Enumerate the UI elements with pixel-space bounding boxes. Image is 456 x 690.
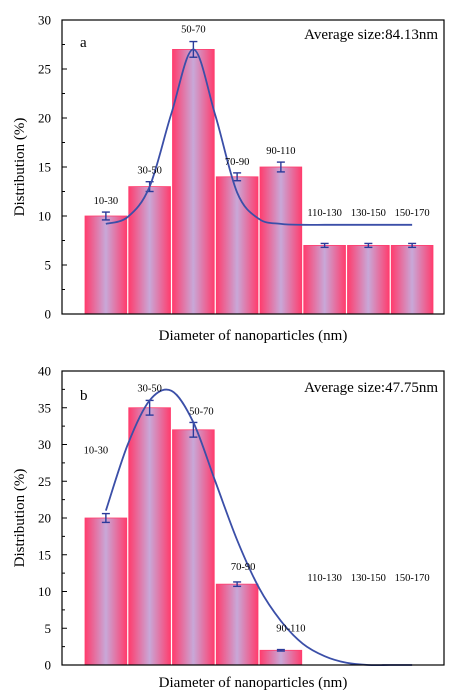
panel-letter: b <box>80 388 88 404</box>
bar-label-110-130: 110-130 <box>307 573 342 584</box>
y-tick-label: 30 <box>38 13 51 28</box>
chart-panel-b: 10-30 30-50 50-70 70-90 90-110 110-130 130-150… <box>12 364 445 690</box>
bar-label-70-90: 70-90 <box>231 562 256 573</box>
x-axis-title: Diameter of nanoparticles (nm) <box>159 328 348 344</box>
bar-70-90 <box>215 583 259 666</box>
y-tick-label: 10 <box>38 584 51 599</box>
y-tick-label: 0 <box>45 307 52 322</box>
bar-label-10-30: 10-30 <box>84 446 109 457</box>
y-tick-label: 25 <box>38 474 51 489</box>
bar-label-70-90: 70-90 <box>225 157 250 168</box>
y-tick-label: 30 <box>38 437 51 452</box>
bar-70-90 <box>215 176 259 315</box>
bar-10-30 <box>84 517 128 666</box>
bar-30-50 <box>128 407 171 666</box>
y-tick-label: 40 <box>38 364 51 379</box>
y-tick-label: 20 <box>38 511 51 526</box>
y-tick-label: 15 <box>38 160 51 175</box>
bar-130-150 <box>347 244 390 315</box>
bar-label-50-70: 50-70 <box>189 406 214 417</box>
bar-30-50 <box>128 186 171 315</box>
y-tick-label: 5 <box>45 258 52 273</box>
panel-letter: a <box>80 35 87 51</box>
y-tick-label: 25 <box>38 62 51 77</box>
bar-110-130 <box>303 244 346 315</box>
x-axis-title: Diameter of nanoparticles (nm) <box>159 675 348 690</box>
average-size-label: Average size:47.75nm <box>304 380 438 396</box>
y-tick-label: 20 <box>38 111 51 126</box>
bar-label-10-30: 10-30 <box>94 196 119 207</box>
chart-panel-a: 10-30 30-50 50-70 70-90 90-110 110-130 130-150… <box>12 13 445 344</box>
bar-label-110-130: 110-130 <box>307 208 342 219</box>
bar-90-110 <box>259 166 303 315</box>
y-tick-label: 5 <box>45 621 52 636</box>
fit-curve <box>105 48 413 226</box>
bar-50-70 <box>172 49 215 315</box>
bar-10-30 <box>84 215 128 315</box>
bar-label-90-110: 90-110 <box>276 624 305 635</box>
y-axis-title: Distribution (%) <box>12 469 28 568</box>
y-tick-label: 0 <box>45 658 52 673</box>
bar-label-30-50: 30-50 <box>137 383 162 394</box>
y-tick-label: 10 <box>38 209 51 224</box>
bar-50-70 <box>172 429 215 666</box>
bar-label-150-170: 150-170 <box>395 208 430 219</box>
y-tick-label: 15 <box>38 547 51 562</box>
y-axis-title: Distribution (%) <box>12 118 28 217</box>
bar-label-150-170: 150-170 <box>395 573 430 584</box>
y-tick-label: 35 <box>38 400 51 415</box>
bar-label-30-50: 30-50 <box>137 166 162 177</box>
average-size-label: Average size:84.13nm <box>304 27 438 43</box>
bar-label-50-70: 50-70 <box>181 25 206 36</box>
bar-150-170 <box>390 244 434 315</box>
bar-90-110 <box>259 649 303 666</box>
bar-label-130-150: 130-150 <box>351 208 386 219</box>
bar-label-130-150: 130-150 <box>351 573 386 584</box>
bar-label-90-110: 90-110 <box>266 146 295 157</box>
